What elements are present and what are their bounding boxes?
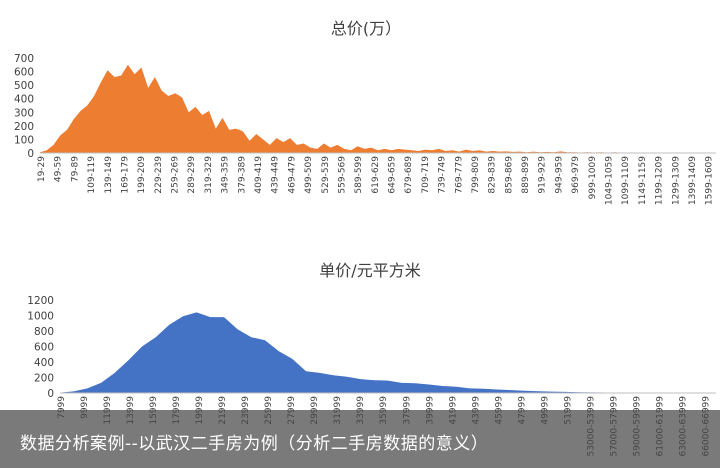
unit-price-y-tick-3: 600 <box>34 342 54 354</box>
total-price-x-tick-2: 79-89 <box>70 156 80 182</box>
total-price-x-tick-15: 469-479 <box>287 156 297 194</box>
total-price-x-tick-8: 259-269 <box>171 156 181 194</box>
total-price-x-tick-19: 589-599 <box>354 156 364 194</box>
total-price-x-tick-9: 289-299 <box>187 156 197 194</box>
total-price-y-tick-6: 600 <box>14 67 34 79</box>
total-price-x-tick-1: 49-59 <box>54 156 64 182</box>
unit-price-y-tick-6: 1200 <box>27 295 54 307</box>
total-price-x-tick-27: 829-839 <box>488 156 498 194</box>
unit-price-y-tick-2: 400 <box>34 357 54 369</box>
total-price-x-tick-36: 1149-1159 <box>638 156 648 205</box>
total-price-y-tick-1: 100 <box>14 134 34 146</box>
total-price-x-tick-40: 1599-1609 <box>705 156 715 205</box>
total-price-x-tick-39: 1399-1409 <box>688 156 698 205</box>
total-price-x-tick-32: 969-979 <box>571 156 581 194</box>
caption-bar: 数据分析案例--以武汉二手房为例（分析二手房数据的意义） <box>0 410 720 468</box>
unit-price-y-tick-1: 200 <box>34 373 54 385</box>
total-price-x-tick-18: 559-569 <box>337 156 347 194</box>
total-price-x-tick-28: 859-869 <box>504 156 514 194</box>
total-price-x-tick-20: 619-629 <box>371 156 381 194</box>
total-price-x-tick-5: 169-179 <box>121 156 131 194</box>
total-price-x-tick-11: 349-359 <box>221 156 231 194</box>
total-price-x-tick-24: 739-749 <box>438 156 448 194</box>
total-price-x-tick-25: 769-779 <box>454 156 464 194</box>
total-price-x-tick-30: 919-929 <box>538 156 548 194</box>
total-price-x-tick-7: 229-239 <box>154 156 164 194</box>
unit-price-x-tick-1: 9999 <box>80 396 90 419</box>
total-price-area <box>40 64 716 153</box>
total-price-x-tick-3: 109-119 <box>87 156 97 194</box>
total-price-y-tick-7: 700 <box>14 53 34 65</box>
total-price-x-tick-4: 139-149 <box>104 156 114 194</box>
unit-price-y-tick-5: 1000 <box>27 311 54 323</box>
total-price-x-tick-34: 1049-1059 <box>605 156 615 205</box>
total-price-x-tick-33: 999-1009 <box>588 156 598 200</box>
total-price-x-tick-29: 889-899 <box>521 156 531 194</box>
total-price-x-tick-10: 319-329 <box>204 156 214 194</box>
total-price-x-tick-21: 649-659 <box>388 156 398 194</box>
total-price-x-tick-12: 379-389 <box>237 156 247 194</box>
total-price-x-tick-37: 1199-1209 <box>655 156 665 205</box>
total-price-x-tick-31: 949-959 <box>554 156 564 194</box>
total-price-x-tick-38: 1299-1309 <box>671 156 681 205</box>
unit-price-y-tick-4: 800 <box>34 326 54 338</box>
unit-price-x-tick-0: 7999 <box>57 396 67 419</box>
unit-price-y-axis: 0 200 400 600 800 1000 1200 <box>27 295 54 400</box>
total-price-x-tick-22: 679-689 <box>404 156 414 194</box>
total-price-chart-title: 总价(万） <box>331 19 401 38</box>
total-price-x-tick-14: 439-449 <box>271 156 281 194</box>
total-price-y-tick-0: 0 <box>27 148 34 160</box>
total-price-x-tick-17: 529-539 <box>321 156 331 194</box>
caption-text: 数据分析案例--以武汉二手房为例（分析二手房数据的意义） <box>20 434 489 454</box>
total-price-x-tick-23: 709-719 <box>421 156 431 194</box>
unit-price-y-tick-0: 0 <box>47 388 54 400</box>
total-price-y-tick-5: 500 <box>14 80 34 92</box>
total-price-x-tick-35: 1099-1109 <box>621 156 631 205</box>
total-price-x-tick-13: 409-419 <box>254 156 264 194</box>
total-price-x-tick-16: 499-509 <box>304 156 314 194</box>
total-price-x-tick-0: 19-29 <box>37 156 47 182</box>
total-price-y-tick-3: 300 <box>14 107 34 119</box>
unit-price-chart-title: 单价/元平方米 <box>319 261 420 280</box>
total-price-x-tick-6: 199-209 <box>137 156 147 194</box>
total-price-x-axis: 19-29 49-59 79-89 109-119 139-149 169-179 199-… <box>37 156 715 205</box>
unit-price-area <box>60 312 716 393</box>
total-price-x-tick-26: 799-809 <box>471 156 481 194</box>
total-price-y-tick-4: 400 <box>14 94 34 106</box>
total-price-y-tick-2: 200 <box>14 121 34 133</box>
